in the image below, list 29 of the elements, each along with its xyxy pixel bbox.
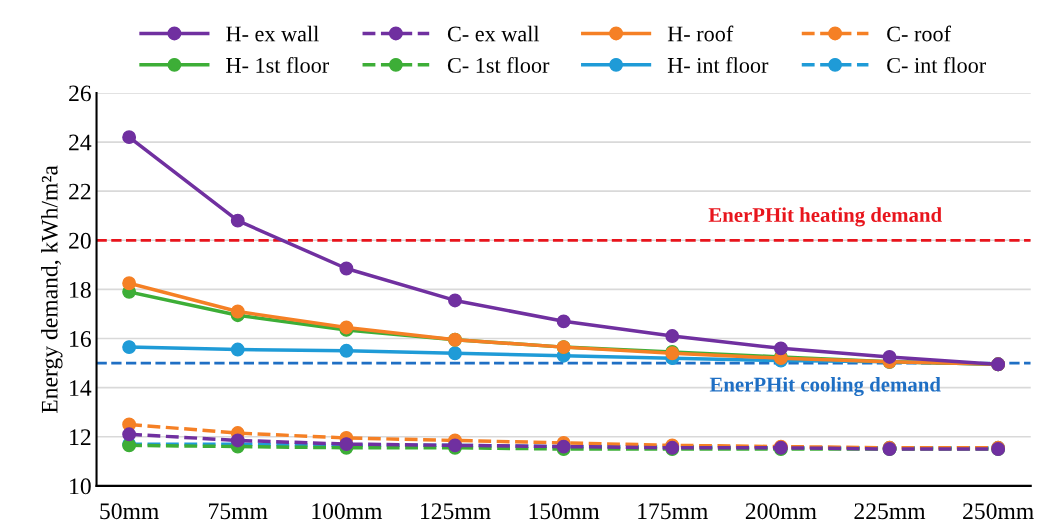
y-tick-label: 12 xyxy=(70,429,91,445)
legend-label: H- 1st floor xyxy=(226,56,330,73)
x-tick-label: 150mm xyxy=(529,503,600,520)
legend-label: C- roof xyxy=(887,25,952,42)
y-tick-label: 22 xyxy=(69,183,91,200)
y-tick-label: 18 xyxy=(70,281,91,298)
x-tick-label: 50mm xyxy=(100,503,159,520)
y-axis-title: Energy demand, kWh/m²a xyxy=(41,165,63,414)
x-tick-label: 75mm xyxy=(209,503,268,520)
ref-line-label: EnerPHit heating demand xyxy=(708,207,942,227)
y-tick-label: 24 xyxy=(69,134,92,151)
y-tick-label: 26 xyxy=(69,85,91,102)
y-tick-label: 10 xyxy=(70,478,91,495)
legend-label: C- 1st floor xyxy=(447,56,550,73)
legend-label: C- ex wall xyxy=(447,25,540,42)
x-tick-label: 250mm xyxy=(963,503,1034,520)
y-tick-label: 16 xyxy=(70,331,91,347)
legend-label: H- ex wall xyxy=(226,25,319,42)
x-tick-label: 225mm xyxy=(854,503,926,520)
x-tick-label: 175mm xyxy=(638,503,708,520)
y-tick-label: 20 xyxy=(69,232,91,249)
ref-line-label: EnerPHit cooling demand xyxy=(709,376,941,397)
x-tick-label: 100mm xyxy=(312,503,383,520)
x-tick-label: 200mm xyxy=(745,503,817,520)
x-tick-label: 125mm xyxy=(421,503,491,520)
legend-label: C- int floor xyxy=(887,56,986,73)
legend-label: H- int floor xyxy=(667,56,769,73)
y-tick-label: 14 xyxy=(70,380,92,396)
legend-label: H- roof xyxy=(667,25,734,42)
